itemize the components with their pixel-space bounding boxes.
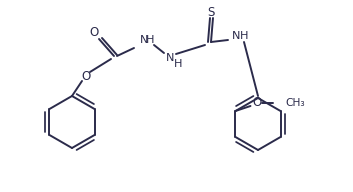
Text: O: O — [253, 97, 262, 109]
Text: S: S — [207, 6, 215, 18]
Text: N: N — [166, 53, 174, 63]
Text: N: N — [232, 31, 240, 41]
Text: O: O — [89, 26, 98, 39]
Text: O: O — [82, 70, 91, 83]
Text: H: H — [174, 59, 182, 69]
Text: H: H — [146, 35, 154, 45]
Text: H: H — [240, 31, 248, 41]
Text: N: N — [140, 35, 148, 45]
Text: CH₃: CH₃ — [286, 98, 305, 108]
